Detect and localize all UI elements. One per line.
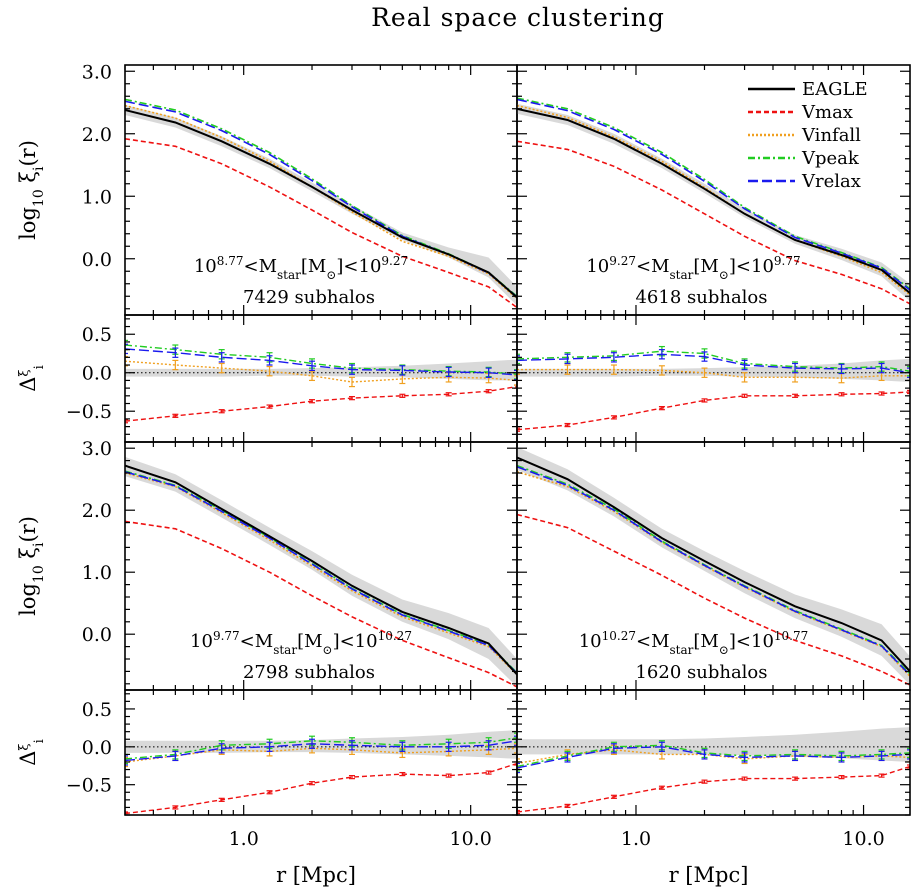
panel-2-vinfall-line xyxy=(517,104,910,296)
panel-1-eagle-line xyxy=(125,109,517,299)
panel-4-ratio-plot xyxy=(517,727,910,815)
y-tick-label-main: 1.0 xyxy=(82,562,112,584)
panel-3-ratio-vrelax-line xyxy=(125,740,517,762)
panel-4-ratio-frame xyxy=(516,689,911,816)
panel-4-ratio-vmax-line xyxy=(517,765,910,813)
panel-2-ratio-vrelax-line xyxy=(517,353,910,374)
panel-3-mass-range-label: 109.77<Mstar[M⊙]<1010.27 xyxy=(190,629,412,657)
panel-3-ratio-vinfall-line xyxy=(125,747,517,763)
panel-2-mass-range-label: 109.27<Mstar[M⊙]<109.77 xyxy=(586,254,800,282)
panel-1-vpeak-line xyxy=(125,98,517,297)
y-tick-label-main: 3.0 xyxy=(82,61,112,83)
panel-4-main-plot xyxy=(517,447,910,686)
figure-title: Real space clustering xyxy=(371,3,665,32)
panel-3-subhalo-count: 2798 subhalos xyxy=(243,662,375,683)
panel-4-subhalo-count: 1620 subhalos xyxy=(635,662,767,683)
y-axis-label-main: log10 ξi(r) xyxy=(16,516,47,616)
y-tick-label-main: 1.0 xyxy=(82,186,112,208)
x-tick-label: 10.0 xyxy=(842,828,884,850)
panel-2-ratio-vpeak-line xyxy=(517,350,910,372)
panel-3-main-plot xyxy=(125,456,517,688)
panel-3-vrelax-line xyxy=(125,471,517,674)
panel-1-ratio-vinfall-line xyxy=(125,360,517,383)
x-tick-label: 10.0 xyxy=(450,828,492,850)
panel-2-ratio-vmax-line xyxy=(517,391,910,431)
x-tick-label: 1.0 xyxy=(229,828,259,850)
panel-1-ratio-band xyxy=(125,359,517,381)
panel-2-eagle-line xyxy=(517,107,910,294)
legend-label-vmax: Vmax xyxy=(801,102,853,123)
y-tick-label-main: 2.0 xyxy=(82,500,112,522)
legend-label-vpeak: Vpeak xyxy=(801,148,860,169)
x-axis-label: r [Mpc] xyxy=(669,863,749,887)
x-tick-label: 1.0 xyxy=(621,828,651,850)
legend-label-vinfall: Vinfall xyxy=(801,125,861,146)
y-tick-label-main: 3.0 xyxy=(82,438,112,460)
y-tick-label-ratio: −0.5 xyxy=(66,775,112,797)
y-tick-label-main: 2.0 xyxy=(82,124,112,146)
panel-2-ratio-band xyxy=(517,358,910,382)
panel-2-ratio-plot xyxy=(517,345,910,432)
x-axis-label: r [Mpc] xyxy=(276,863,356,887)
panel-4-vrelax-line xyxy=(517,466,910,676)
panel-2-vrelax-line xyxy=(517,98,910,291)
y-tick-label-ratio: −0.5 xyxy=(66,401,112,423)
legend-label-vrelax: Vrelax xyxy=(801,171,861,192)
panel-3-vinfall-line xyxy=(125,472,517,676)
panel-3-eagle-line xyxy=(125,464,517,676)
panel-2-ratio-vinfall-line xyxy=(517,368,910,379)
y-tick-label-ratio: 0.5 xyxy=(82,699,112,721)
y-tick-label-ratio: 0.5 xyxy=(82,324,112,346)
panel-4-eagle-line xyxy=(517,456,910,673)
panel-1-ratio-vrelax-line xyxy=(125,348,517,376)
panel-3-vmax-line xyxy=(125,520,517,688)
panel-1-vmax-line xyxy=(125,138,517,309)
y-tick-label-ratio: 0.0 xyxy=(82,737,112,759)
panel-2-subhalo-count: 4618 subhalos xyxy=(635,287,767,308)
y-tick-label-main: 0.0 xyxy=(82,624,112,646)
y-tick-label-main: 0.0 xyxy=(82,249,112,271)
panel-4-ratio-vinfall-line xyxy=(517,749,910,765)
legend-label-eagle: EAGLE xyxy=(802,79,868,100)
y-tick-label-ratio: 0.0 xyxy=(82,363,112,385)
panel-1-ratio-vmax-line xyxy=(125,385,517,422)
panel-3-ratio-plot xyxy=(125,730,517,815)
panel-1-main-plot xyxy=(125,98,517,309)
panel-4-mass-range-label: 1010.27<Mstar[M⊙]<1010.77 xyxy=(579,629,809,657)
panel-3-ratio-vpeak-line xyxy=(125,737,517,760)
y-axis-label-ratio: Δξi xyxy=(16,365,47,392)
panel-2-main-plot xyxy=(517,97,910,305)
y-axis-label-ratio: Δξi xyxy=(16,739,47,766)
panel-1-ratio-plot xyxy=(125,339,517,424)
panel-1-subhalo-count: 7429 subhalos xyxy=(243,287,375,308)
y-axis-label-main: log10 ξi(r) xyxy=(16,140,47,240)
panels-group: 108.77<Mstar[M⊙]<109.27 7429 subhalos 109.… xyxy=(16,61,911,887)
panel-4-ratio-vpeak-line xyxy=(517,744,910,768)
panel-4-vmax-line xyxy=(517,513,910,686)
panel-4-ratio-vrelax-line xyxy=(517,746,910,769)
panel-2-vpeak-line xyxy=(517,97,910,290)
panel-1-mass-range-label: 108.77<Mstar[M⊙]<109.27 xyxy=(194,254,408,282)
panel-2-vmax-line xyxy=(517,140,910,305)
panel-3-ratio-vmax-line xyxy=(125,762,517,815)
